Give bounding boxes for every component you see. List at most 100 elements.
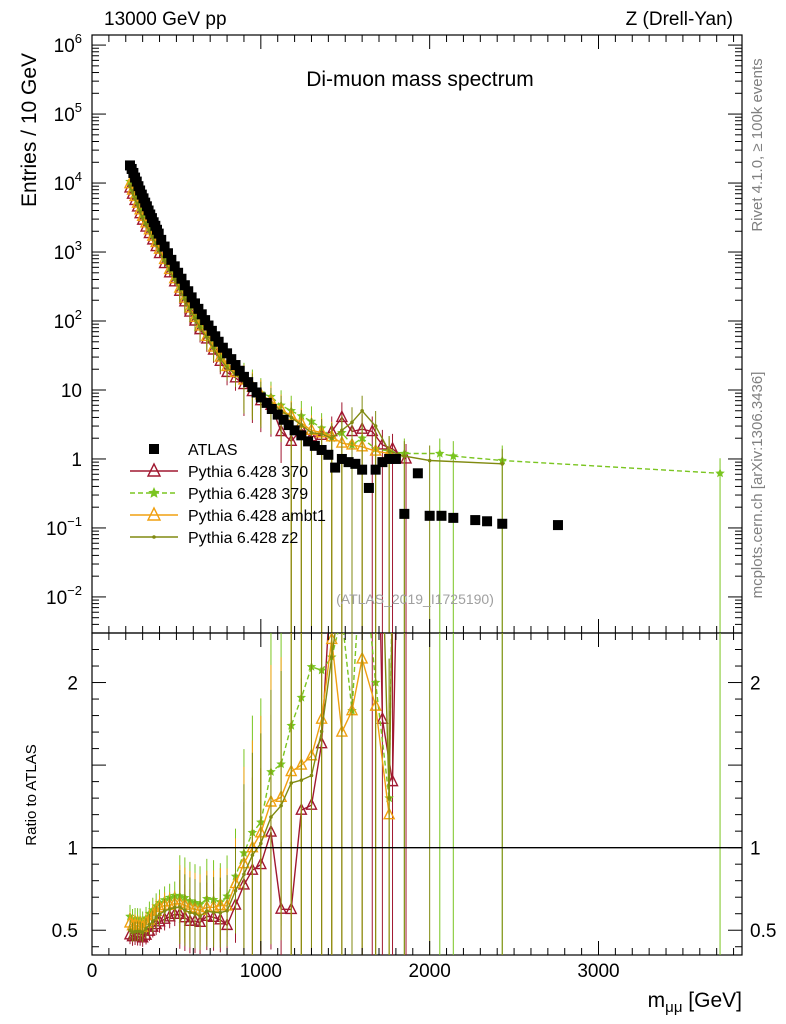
y-tick-exponent: 6 [75,31,82,46]
data-point [266,404,277,415]
y-tick-exponent: 5 [75,100,82,115]
data-point [189,298,200,309]
mc-marker [198,325,202,330]
data-point [343,457,354,468]
mc-marker [360,408,364,413]
legend-label: Pythia 6.428 z2 [188,530,298,547]
data-point [497,518,508,529]
mc-marker [387,449,391,453]
data-point [255,392,266,403]
data-point [448,512,459,523]
data-point [247,382,258,393]
mc-marker [218,357,223,361]
ratio-panel: 0 1000 2000 3000 0.5 0.5 1 1 2 2 [52,632,776,982]
data-point [179,280,190,291]
mc-marker [144,222,148,227]
data-point [166,254,177,265]
x-tick-label: 3000 [577,961,619,982]
data-point [363,482,374,493]
data-point [193,303,204,314]
data-point [384,453,395,464]
header-left: 13000 GeV pp [104,9,227,30]
legend-marker [146,506,162,521]
data-point [278,414,289,425]
y-tick-label-main: 106 [54,31,82,57]
data-point [399,508,410,519]
mc-marker [225,365,229,370]
data-point [183,286,194,297]
y-tick-label-main: 10−1 [46,514,82,540]
data-point [200,315,211,326]
mc-marker [448,451,459,461]
mc-marker [130,190,135,195]
mc-marker [373,424,378,428]
mc-marker [309,430,314,435]
data-point [222,348,233,359]
data-point [436,510,447,521]
y-tick-mantissa: 10 [54,174,75,195]
data-point [289,425,300,436]
y-tick-label-ratio: 1 [67,839,78,860]
data-point [296,430,307,441]
data-point [243,377,254,388]
data-point [162,248,173,259]
x-axis-label: mμμ [GeV] [648,989,742,1016]
mc-marker [500,462,505,466]
y-tick-mantissa: 10 [54,312,75,333]
data-point [238,371,249,382]
y-tick-label-main: 1 [71,450,82,471]
mc-marker [350,420,354,425]
data-point [196,309,207,320]
mc-marker [427,458,432,463]
data-point [390,453,401,464]
mc-ratio-line [129,639,390,929]
mc-marker [140,216,145,220]
ratio-panel-frame [91,632,743,956]
legend-label: Pythia 6.428 ambt1 [188,508,326,525]
data-point [159,241,170,252]
chart-title: Di-muon mass spectrum [306,68,534,91]
x-tick-label: 0 [87,961,98,982]
mc-marker [366,423,379,437]
y-tick-exponent: −2 [67,583,82,598]
mc-marker [133,197,137,201]
mc-marker [211,346,216,351]
data-point [377,457,388,468]
mc-marker [183,297,187,302]
mc-ratio-line [129,633,393,924]
data-point [336,453,347,464]
data-point [357,464,368,475]
y-tick-mantissa: 10 [54,243,75,264]
y-tick-label-ratio-right: 2 [750,674,761,695]
data-point [412,468,423,479]
y-tick-exponent: 3 [75,238,82,253]
y-tick-mantissa: 10 [54,105,75,126]
data-point [552,520,563,531]
x-axis-label-subscript: μμ [665,999,682,1016]
mc-marker [435,448,445,458]
y-tick-mantissa: 10 [46,588,67,609]
data-point [210,331,221,342]
data-point [153,228,164,239]
data-point [226,354,237,365]
mc-marker [138,209,142,214]
header-right: Z (Drell-Yan) [626,9,733,30]
y-tick-label-main: 104 [54,169,82,195]
y-tick-label-ratio-right: 0.5 [750,921,776,942]
legend-label: Pythia 6.428 370 [188,464,308,481]
y-tick-label-ratio: 2 [67,674,78,695]
y-tick-exponent: 2 [75,307,82,322]
y-tick-mantissa: 10 [54,36,75,57]
data-point [272,409,283,420]
y-tick-label-main: 105 [54,100,82,126]
mc-marker [715,468,725,478]
mc-marker [162,259,167,263]
y-tick-label-main: 102 [54,307,82,333]
y-tick-label-main: 10−2 [46,583,82,609]
data-point [213,336,224,347]
data-point [283,420,294,431]
watermark: (ATLAS_2019_I1725190) [336,591,494,607]
mc-ratio-marker [387,796,391,800]
mc-marker [289,415,294,420]
